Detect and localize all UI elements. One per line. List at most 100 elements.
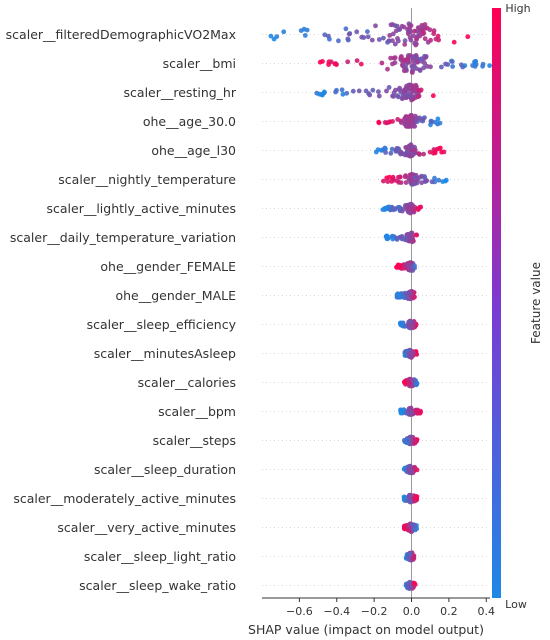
shap-point — [442, 178, 448, 184]
shap-point — [390, 236, 396, 242]
shap-point — [413, 381, 419, 387]
shap-point — [387, 174, 392, 180]
shap-point — [365, 29, 370, 34]
shap-point — [390, 174, 396, 180]
shap-point — [435, 33, 441, 39]
shap-point — [392, 55, 398, 61]
feature-label: scaler__lightly_active_minutes — [46, 201, 236, 216]
shap-point — [379, 148, 384, 153]
shap-point — [406, 527, 412, 533]
shap-point — [356, 88, 362, 94]
shap-point — [487, 63, 492, 68]
colorbar-high-label: High — [505, 2, 530, 15]
feature-label: scaler__sleep_light_ratio — [84, 549, 236, 564]
shap-point — [415, 410, 420, 416]
shap-point — [406, 582, 412, 588]
x-tick-label: −0.2 — [361, 605, 388, 618]
shap-point — [395, 38, 401, 44]
shap-point — [390, 38, 395, 44]
shap-point — [411, 294, 416, 300]
shap-point — [390, 205, 395, 211]
feature-label: ohe__gender_MALE — [115, 288, 236, 303]
shap-point — [389, 146, 395, 152]
shap-point — [403, 262, 409, 268]
shap-point — [343, 26, 349, 32]
shap-point — [407, 466, 413, 472]
feature-label: scaler__resting_hr — [124, 85, 237, 100]
feature-label: scaler__filteredDemographicVO2Max — [6, 27, 236, 42]
shap-point — [268, 33, 274, 39]
shap-point — [336, 38, 341, 44]
shap-point — [432, 175, 437, 181]
shap-point — [410, 123, 416, 129]
feature-label: scaler__steps — [153, 433, 236, 448]
shap-point — [326, 62, 331, 67]
feature-label: scaler__bpm — [158, 404, 236, 419]
shap-point — [354, 29, 360, 35]
shap-point — [350, 88, 356, 94]
shap-point — [412, 28, 417, 34]
shap-point — [346, 31, 352, 37]
shap-point — [402, 206, 407, 211]
shap-point — [332, 61, 338, 67]
shap-point — [339, 87, 345, 93]
shap-point — [327, 36, 332, 42]
shap-point — [413, 232, 419, 238]
shap-point — [354, 58, 360, 63]
shap-point — [472, 64, 478, 69]
shap-point — [363, 88, 369, 94]
feature-label: scaler__very_active_minutes — [57, 520, 236, 535]
shap-point — [450, 64, 455, 69]
shap-point — [402, 87, 408, 92]
shap-point — [430, 93, 436, 99]
shap-point — [370, 87, 376, 93]
shap-point — [424, 25, 430, 31]
shap-point — [435, 116, 441, 122]
x-tick-label: 0.0 — [403, 605, 421, 618]
shap-point — [421, 65, 427, 71]
shap-point — [436, 146, 442, 151]
shap-point — [408, 233, 414, 239]
beeswarm-points — [268, 21, 492, 591]
shap-point — [415, 94, 421, 99]
shap-point — [422, 36, 428, 42]
shap-point — [406, 31, 411, 37]
shap-point — [405, 295, 410, 301]
shap-point — [396, 264, 402, 270]
shap-point — [409, 70, 415, 75]
shap-point — [386, 85, 392, 90]
shap-point — [384, 88, 389, 94]
shap-point — [392, 23, 398, 28]
shap-point — [373, 149, 379, 155]
feature-label: scaler__sleep_efficiency — [87, 317, 237, 332]
shap-point — [412, 438, 418, 443]
shap-point — [460, 64, 466, 70]
shap-point — [373, 23, 378, 29]
shap-point — [410, 152, 416, 157]
shap-point — [391, 94, 396, 99]
shap-point — [396, 87, 402, 92]
colorbar-title: Feature value — [529, 262, 543, 344]
shap-point — [436, 177, 442, 183]
shap-point — [392, 41, 398, 47]
shap-point — [399, 409, 405, 415]
shap-point — [406, 86, 412, 92]
shap-point — [406, 437, 412, 442]
shap-point — [394, 235, 400, 241]
shap-point — [401, 294, 406, 300]
shap-point — [385, 179, 391, 185]
shap-point — [393, 87, 398, 93]
shap-point — [344, 90, 350, 96]
shap-point — [376, 93, 382, 99]
shap-point — [451, 39, 457, 45]
shap-point — [410, 85, 416, 91]
shap-point — [408, 177, 414, 182]
shap-point — [412, 147, 418, 153]
shap-point — [420, 118, 426, 124]
shap-point — [396, 27, 402, 32]
shap-point — [333, 89, 338, 95]
shap-point — [411, 553, 416, 559]
shap-point — [358, 61, 364, 67]
shap-point — [406, 322, 411, 328]
shap-point — [301, 26, 307, 32]
